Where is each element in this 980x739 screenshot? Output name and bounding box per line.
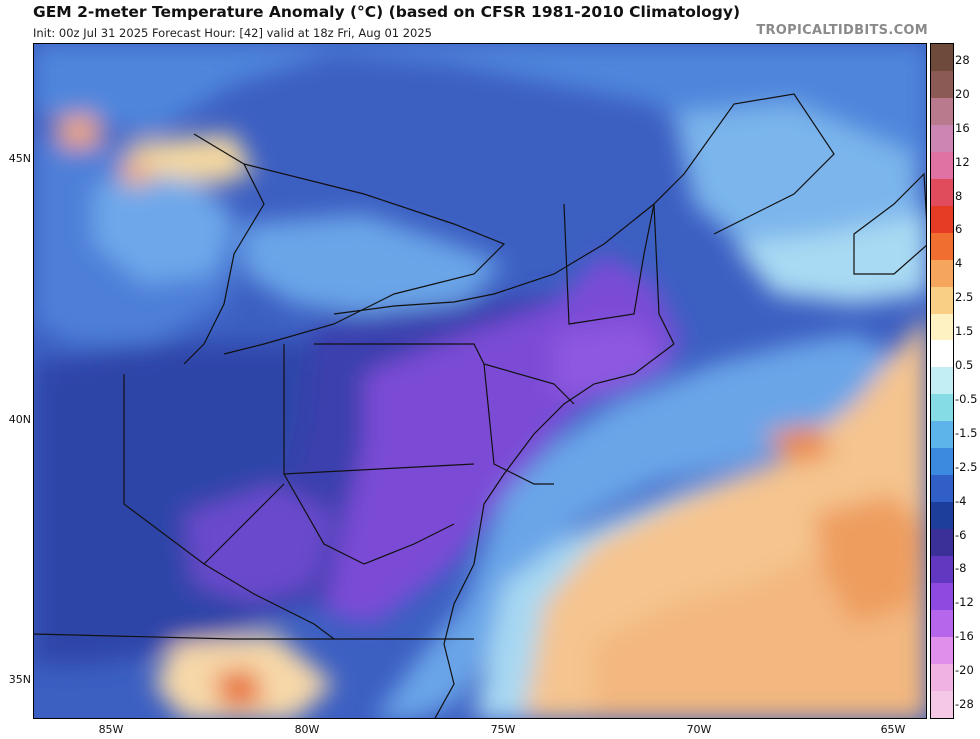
color-scale-swatch [931, 421, 953, 449]
map-title: GEM 2-meter Temperature Anomaly (°C) (ba… [33, 3, 741, 21]
color-scale-bar [930, 43, 954, 719]
color-scale-swatch [931, 259, 953, 287]
lat-label-35n: 35N [8, 673, 31, 686]
lat-label-40n: 40N [8, 413, 31, 426]
color-scale-label: 1.5 [955, 324, 974, 339]
map-subtitle: Init: 00z Jul 31 2025 Forecast Hour: [42… [33, 26, 433, 40]
color-scale-label: 4 [955, 256, 963, 271]
color-scale-label: 8 [955, 188, 963, 203]
color-scale-swatch [931, 313, 953, 341]
color-scale-swatch [931, 124, 953, 152]
anomaly-shading [34, 44, 926, 718]
color-scale-label: -0.5 [955, 391, 978, 406]
site-credit[interactable]: TROPICALTIDBITS.COM [756, 23, 928, 38]
color-scale-swatch [931, 448, 953, 476]
color-scale-swatch [931, 178, 953, 206]
color-scale-swatch [931, 205, 953, 233]
color-scale-swatch [931, 583, 953, 611]
color-scale-label: -2.5 [955, 459, 978, 474]
lon-label-70w: 70W [686, 723, 712, 736]
lon-label-65w: 65W [880, 723, 906, 736]
color-scale-label: 6 [955, 222, 963, 237]
lon-label-75w: 75W [490, 723, 516, 736]
map-canvas [34, 44, 926, 718]
color-scale-swatch [931, 636, 953, 664]
color-scale-label: 12 [955, 154, 970, 169]
color-scale-labels: 28 20 16 12 8 6 4 2.5 1.5 0.5 -0.5 -1.5 -2.5 -4 -6 -8 -1… [955, 43, 980, 719]
color-scale-label: 2.5 [955, 290, 974, 305]
color-scale-swatch [931, 232, 953, 260]
color-scale-swatch [931, 70, 953, 98]
color-scale-label: -16 [955, 629, 974, 644]
color-scale-label: -6 [955, 527, 967, 542]
color-scale-label: -20 [955, 663, 974, 678]
color-scale-swatch [931, 394, 953, 422]
color-scale-swatch [931, 556, 953, 584]
lon-label-80w: 80W [294, 723, 320, 736]
color-scale-swatch [931, 475, 953, 503]
political-borders [34, 93, 926, 718]
color-scale-swatch [931, 690, 953, 718]
color-scale-label: -12 [955, 595, 974, 610]
color-scale-swatch [931, 151, 953, 179]
color-scale-swatch [931, 97, 953, 125]
color-scale-swatch [931, 286, 953, 314]
color-scale-swatch [931, 502, 953, 530]
color-scale-swatch [931, 44, 953, 71]
color-scale-label: 20 [955, 86, 970, 101]
lon-label-85w: 85W [98, 723, 124, 736]
color-scale-swatch [931, 610, 953, 637]
temperature-anomaly-map [33, 43, 927, 719]
color-scale-label: -8 [955, 561, 967, 576]
color-scale-label: -1.5 [955, 425, 978, 440]
color-scale-label: 0.5 [955, 358, 974, 373]
color-scale-label: -28 [955, 697, 974, 711]
color-scale-swatch [931, 367, 953, 395]
color-scale-swatch [931, 529, 953, 557]
color-scale-swatch [931, 340, 953, 368]
color-scale-label: 16 [955, 120, 970, 135]
lat-label-45n: 45N [8, 152, 31, 165]
color-scale-label: 28 [955, 53, 970, 67]
color-scale-label: -4 [955, 493, 967, 508]
color-scale-swatch [931, 663, 953, 691]
